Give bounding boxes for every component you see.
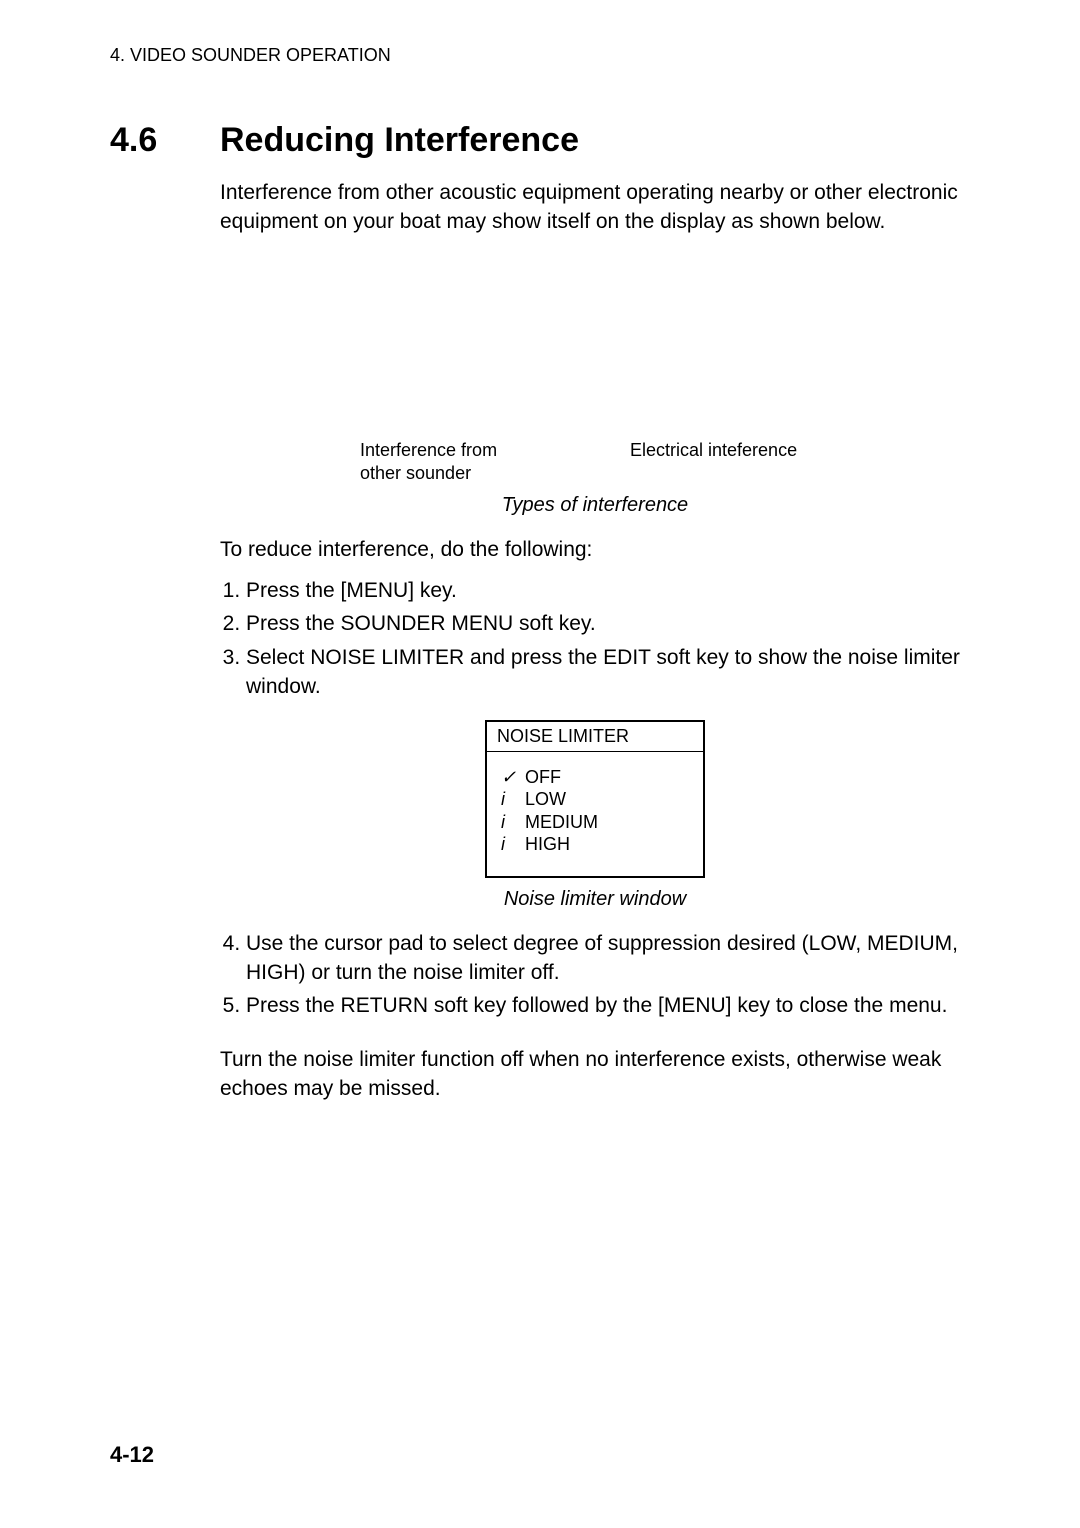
bullet-icon: i xyxy=(501,788,515,811)
bullet-icon: i xyxy=(501,833,515,856)
running-header: 4. VIDEO SOUNDER OPERATION xyxy=(110,45,970,66)
step-item: Press the SOUNDER MENU soft key. xyxy=(246,609,970,638)
bullet-icon: i xyxy=(501,811,515,834)
step-item: Press the [MENU] key. xyxy=(246,576,970,605)
noise-limiter-window: NOISE LIMITER ✓ OFF i LOW i MEDIUM xyxy=(485,720,705,878)
option-row: i MEDIUM xyxy=(501,811,689,834)
lead-in-text: To reduce interference, do the following… xyxy=(220,535,970,564)
figure-label-right: Electrical inteference xyxy=(630,439,830,486)
option-label: LOW xyxy=(525,788,566,811)
steps-list-b: Use the cursor pad to select degree of s… xyxy=(220,929,970,1021)
section-title: Reducing Interference xyxy=(220,121,579,160)
intro-paragraph: Interference from other acoustic equipme… xyxy=(220,178,970,237)
document-page: 4. VIDEO SOUNDER OPERATION 4.6 Reducing … xyxy=(0,0,1080,1528)
option-label: HIGH xyxy=(525,833,570,856)
check-icon: ✓ xyxy=(501,766,515,789)
option-row: i LOW xyxy=(501,788,689,811)
figure-labels-row: Interference from other sounder Electric… xyxy=(220,439,970,486)
window-caption: Noise limiter window xyxy=(220,888,970,911)
section-number: 4.6 xyxy=(110,121,180,160)
option-row: i HIGH xyxy=(501,833,689,856)
figure-label-left-line2: other sounder xyxy=(360,463,471,483)
step-item: Press the RETURN soft key followed by th… xyxy=(246,991,970,1020)
window-options: ✓ OFF i LOW i MEDIUM i HIGH xyxy=(487,752,703,876)
step-item: Select NOISE LIMITER and press the EDIT … xyxy=(246,643,970,702)
step-item: Use the cursor pad to select degree of s… xyxy=(246,929,970,988)
option-label: MEDIUM xyxy=(525,811,598,834)
figure-caption: Types of interference xyxy=(220,494,970,517)
body-content: Interference from other acoustic equipme… xyxy=(220,178,970,1103)
option-row: ✓ OFF xyxy=(501,766,689,789)
figure-placeholder xyxy=(220,249,970,439)
steps-list-a: Press the [MENU] key. Press the SOUNDER … xyxy=(220,576,970,702)
closing-paragraph: Turn the noise limiter function off when… xyxy=(220,1045,970,1104)
figure-label-left: Interference from other sounder xyxy=(360,439,560,486)
section-heading: 4.6 Reducing Interference xyxy=(110,121,970,160)
window-figure: NOISE LIMITER ✓ OFF i LOW i MEDIUM xyxy=(220,720,970,878)
option-label: OFF xyxy=(525,766,561,789)
window-title: NOISE LIMITER xyxy=(487,722,703,752)
page-number: 4-12 xyxy=(110,1442,154,1468)
figure-label-left-line1: Interference from xyxy=(360,440,497,460)
